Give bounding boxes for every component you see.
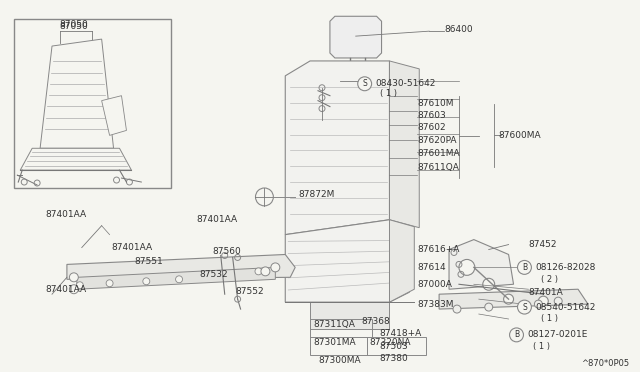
Text: B: B: [522, 263, 527, 272]
Text: 87311QA: 87311QA: [313, 320, 355, 330]
Circle shape: [453, 305, 461, 313]
Circle shape: [106, 280, 113, 287]
Text: 87401AA: 87401AA: [196, 215, 237, 224]
Text: 08430-51642: 08430-51642: [376, 79, 436, 88]
Polygon shape: [449, 240, 513, 289]
Circle shape: [483, 278, 495, 290]
Circle shape: [255, 188, 273, 206]
Polygon shape: [285, 220, 410, 302]
Text: 87380: 87380: [380, 354, 408, 363]
Text: 87301MA: 87301MA: [313, 338, 356, 347]
Text: ( 1 ): ( 1 ): [380, 89, 397, 98]
Circle shape: [518, 260, 531, 274]
Polygon shape: [77, 267, 275, 289]
Text: 87452: 87452: [529, 240, 557, 249]
Text: 87401AA: 87401AA: [45, 210, 86, 219]
Polygon shape: [102, 96, 127, 135]
Text: 87603: 87603: [417, 111, 446, 120]
Text: 87050: 87050: [60, 22, 88, 31]
Circle shape: [534, 300, 542, 308]
Text: 86400: 86400: [444, 25, 473, 34]
Polygon shape: [439, 289, 588, 309]
Text: 87401A: 87401A: [529, 288, 563, 297]
Text: 87872M: 87872M: [298, 190, 335, 199]
Text: 08126-82028: 08126-82028: [536, 263, 596, 272]
Text: 87000A: 87000A: [417, 280, 452, 289]
Text: 08127-0201E: 08127-0201E: [527, 330, 588, 339]
Text: S: S: [522, 302, 527, 312]
Text: 87552: 87552: [236, 287, 264, 296]
Text: 87614: 87614: [417, 263, 446, 272]
Text: 87532: 87532: [199, 270, 228, 279]
Text: 87616+A: 87616+A: [417, 245, 460, 254]
Bar: [310, 337, 367, 355]
Polygon shape: [67, 254, 295, 279]
Circle shape: [143, 278, 150, 285]
Text: 87602: 87602: [417, 123, 446, 132]
Circle shape: [255, 268, 262, 275]
Polygon shape: [40, 39, 113, 148]
Text: 87320NA: 87320NA: [370, 338, 411, 347]
Circle shape: [261, 267, 270, 276]
Polygon shape: [20, 148, 131, 170]
Text: 87611QA: 87611QA: [417, 163, 459, 171]
Polygon shape: [285, 61, 390, 235]
Polygon shape: [330, 16, 381, 58]
Text: ^870*0P05: ^870*0P05: [582, 359, 630, 368]
Text: 08540-51642: 08540-51642: [536, 302, 596, 312]
Circle shape: [554, 297, 562, 305]
Text: 87600MA: 87600MA: [499, 131, 541, 140]
Circle shape: [459, 259, 475, 275]
Circle shape: [509, 328, 524, 342]
Text: 87601MA: 87601MA: [417, 149, 460, 158]
Circle shape: [69, 273, 78, 282]
Text: 87050: 87050: [60, 20, 88, 29]
Bar: [367, 337, 426, 355]
Text: 87368: 87368: [362, 317, 390, 327]
Text: 87418+A: 87418+A: [380, 329, 422, 339]
Circle shape: [358, 77, 372, 91]
Text: ( 1 ): ( 1 ): [533, 342, 550, 351]
Text: 87401AA: 87401AA: [45, 285, 86, 294]
Circle shape: [76, 282, 83, 289]
Text: 87560: 87560: [213, 247, 241, 256]
Polygon shape: [390, 61, 419, 228]
Circle shape: [518, 300, 531, 314]
Circle shape: [538, 296, 548, 306]
Circle shape: [484, 303, 493, 311]
Text: 87401AA: 87401AA: [111, 243, 153, 252]
Text: 87383M: 87383M: [417, 299, 454, 309]
Circle shape: [69, 285, 78, 294]
Text: 87300MA: 87300MA: [319, 356, 361, 365]
Text: ( 1 ): ( 1 ): [541, 314, 558, 324]
Circle shape: [271, 263, 280, 272]
Text: 87610M: 87610M: [417, 99, 454, 108]
Text: B: B: [514, 330, 519, 339]
Polygon shape: [390, 220, 414, 302]
Polygon shape: [310, 302, 390, 329]
Text: S: S: [362, 79, 367, 88]
Text: 87503: 87503: [380, 342, 408, 351]
Circle shape: [175, 276, 182, 283]
Bar: [14, 19, 171, 188]
Text: ( 2 ): ( 2 ): [541, 275, 558, 284]
Text: 87620PA: 87620PA: [417, 136, 457, 145]
Circle shape: [504, 294, 513, 304]
Bar: [310, 319, 372, 337]
Text: 87551: 87551: [134, 257, 163, 266]
